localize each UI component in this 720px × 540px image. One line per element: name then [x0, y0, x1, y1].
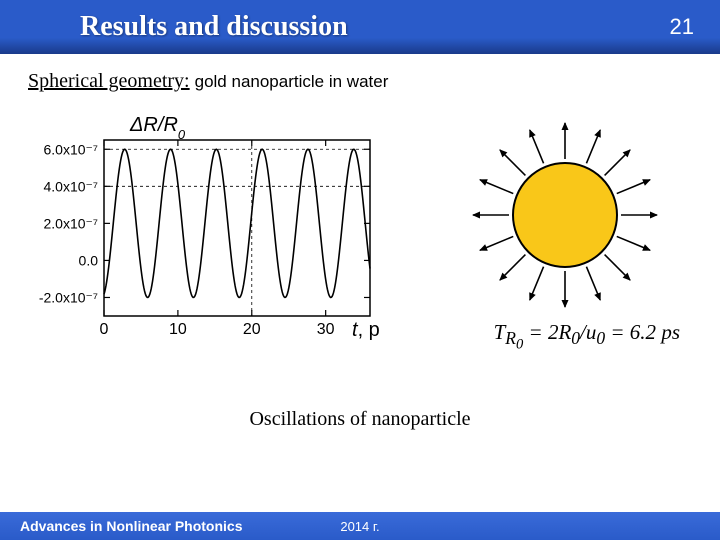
slide-header: Results and discussion 21 — [0, 0, 720, 54]
nanoparticle-diagram — [440, 120, 690, 320]
svg-text:6.0x10⁻⁷: 6.0x10⁻⁷ — [44, 141, 99, 157]
svg-text:20: 20 — [243, 321, 261, 338]
slide-footer: Advances in Nonlinear Photonics 2014 г. — [0, 512, 720, 540]
svg-text:0: 0 — [100, 321, 109, 338]
footer-left: Advances in Nonlinear Photonics — [20, 518, 243, 534]
page-number: 21 — [670, 14, 694, 40]
oscillation-chart: -2.0x10⁻⁷ 0.0 2.0x10⁻⁷ 4.0x10⁻⁷ 6.0x10⁻⁷ 0 10 2… — [20, 110, 380, 350]
svg-text:-2.0x10⁻⁷: -2.0x10⁻⁷ — [39, 289, 98, 305]
subtitle-lead: Spherical geometry: — [28, 70, 190, 92]
svg-text:0.0: 0.0 — [79, 252, 99, 268]
svg-text:t, ps: t, ps — [352, 319, 380, 341]
subtitle: Spherical geometry: gold nanoparticle in… — [28, 70, 388, 93]
footer-year: 2014 г. — [340, 519, 379, 534]
caption: Oscillations of nanoparticle — [0, 408, 720, 431]
chart-svg: -2.0x10⁻⁷ 0.0 2.0x10⁻⁷ 4.0x10⁻⁷ 6.0x10⁻⁷ 0 10 2… — [20, 110, 380, 350]
period-equation: TR0 = 2R0/u0 = 6.2 ps — [494, 320, 680, 354]
subtitle-rest: gold nanoparticle in water — [195, 72, 389, 91]
svg-text:ΔR/R0: ΔR/R0 — [129, 114, 186, 142]
slide-title: Results and discussion — [80, 11, 348, 43]
svg-text:2.0x10⁻⁷: 2.0x10⁻⁷ — [44, 215, 99, 231]
svg-text:30: 30 — [317, 321, 335, 338]
diagram-svg — [440, 120, 690, 320]
svg-text:4.0x10⁻⁷: 4.0x10⁻⁷ — [44, 178, 99, 194]
svg-text:10: 10 — [169, 321, 187, 338]
